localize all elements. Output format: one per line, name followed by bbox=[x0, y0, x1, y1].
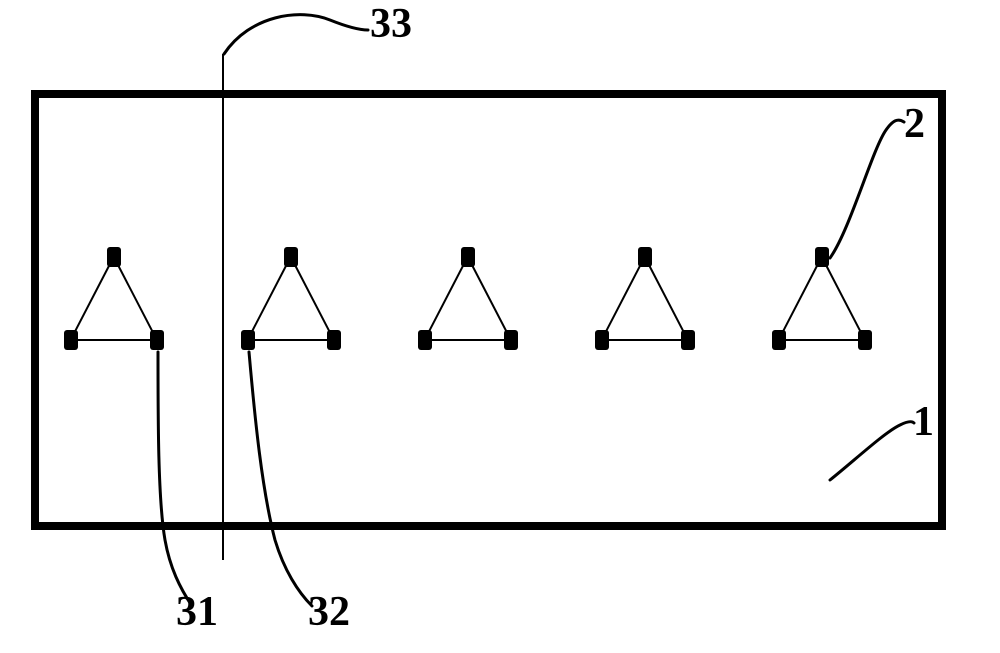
group1-dot-right bbox=[150, 330, 164, 350]
group4-dot-top bbox=[638, 247, 652, 267]
triangle-edge bbox=[778, 257, 822, 341]
triangle-edge bbox=[70, 257, 114, 341]
label-1: 1 bbox=[913, 398, 934, 446]
group3-dot-left bbox=[418, 330, 432, 350]
group3-dot-top bbox=[461, 247, 475, 267]
triangle-edge bbox=[290, 257, 334, 341]
group4-dot-right bbox=[681, 330, 695, 350]
triangle-edge bbox=[248, 339, 334, 341]
triangle-groups bbox=[0, 0, 1000, 653]
group2-dot-left bbox=[241, 330, 255, 350]
triangle-edge bbox=[602, 339, 688, 341]
triangle-edge bbox=[821, 257, 865, 341]
triangle-edge bbox=[247, 257, 291, 341]
label-31: 31 bbox=[176, 588, 218, 636]
triangle-edge bbox=[779, 339, 865, 341]
group5-dot-left bbox=[772, 330, 786, 350]
label-33: 33 bbox=[370, 0, 412, 48]
group3-dot-right bbox=[504, 330, 518, 350]
triangle-edge bbox=[644, 257, 688, 341]
label-32: 32 bbox=[308, 588, 350, 636]
label-2: 2 bbox=[904, 100, 925, 148]
group2-dot-right bbox=[327, 330, 341, 350]
triangle-edge bbox=[113, 257, 157, 341]
group2-dot-top bbox=[284, 247, 298, 267]
group1-dot-top bbox=[107, 247, 121, 267]
triangle-edge bbox=[71, 339, 157, 341]
triangle-edge bbox=[467, 257, 511, 341]
triangle-edge bbox=[425, 339, 511, 341]
group5-dot-right bbox=[858, 330, 872, 350]
group5-dot-top bbox=[815, 247, 829, 267]
group1-dot-left bbox=[64, 330, 78, 350]
group4-dot-left bbox=[595, 330, 609, 350]
triangle-edge bbox=[424, 257, 468, 341]
triangle-edge bbox=[601, 257, 645, 341]
diagram-stage: 33 2 1 31 32 bbox=[0, 0, 1000, 653]
